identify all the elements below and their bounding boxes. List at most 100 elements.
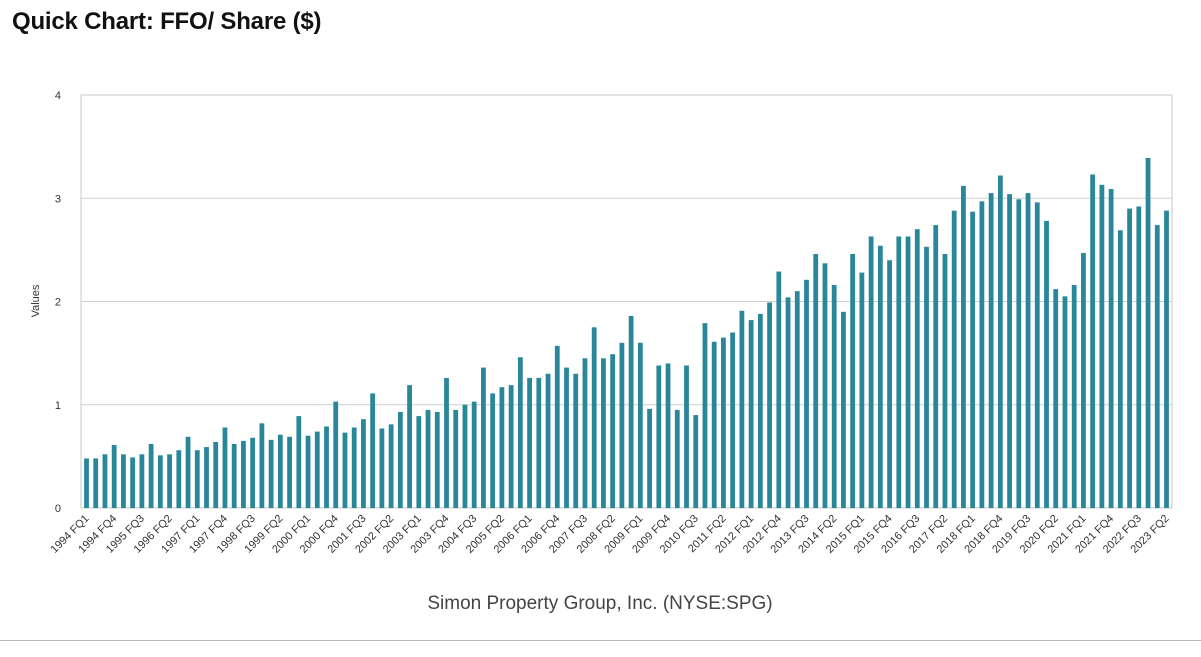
bar[interactable] [628,315,634,508]
bar[interactable] [1127,208,1132,508]
bar[interactable] [554,345,560,508]
bar[interactable] [1062,296,1068,508]
bar[interactable] [130,457,136,508]
bar[interactable] [711,341,717,508]
bar[interactable] [702,323,708,508]
bar[interactable] [877,245,883,508]
bar[interactable] [739,310,745,508]
bar[interactable] [674,409,680,508]
bar[interactable] [305,435,311,508]
bar[interactable] [757,313,763,508]
bar[interactable] [785,297,791,508]
bar[interactable] [481,367,486,508]
bar[interactable] [564,367,569,508]
bar[interactable] [1071,284,1077,508]
bar[interactable] [970,211,976,509]
bar[interactable] [997,175,1003,508]
bar[interactable] [1145,157,1151,509]
bar[interactable] [1108,188,1114,508]
bar[interactable] [951,210,957,508]
bar[interactable] [148,443,154,508]
bar[interactable] [111,445,117,508]
bar[interactable] [822,263,828,508]
bar[interactable] [407,385,412,508]
bar[interactable] [813,254,819,508]
bar[interactable] [517,357,523,508]
bar[interactable] [84,458,89,508]
bar[interactable] [204,447,209,508]
bar[interactable] [850,254,856,508]
bar[interactable] [370,393,376,508]
bar[interactable] [684,365,689,508]
bar[interactable] [361,419,366,508]
bar[interactable] [388,424,394,508]
bar[interactable] [721,337,726,508]
bar[interactable] [637,342,643,508]
bar[interactable] [425,409,431,508]
bar[interactable] [1099,184,1105,508]
bar[interactable] [1081,252,1086,508]
bar[interactable] [804,279,809,508]
bar[interactable] [1025,193,1031,508]
bar[interactable] [619,342,625,508]
bar[interactable] [573,373,579,508]
bar[interactable] [434,411,440,508]
bar[interactable] [527,377,532,508]
bar[interactable] [453,409,459,508]
bar[interactable] [665,363,671,508]
bar[interactable] [176,450,182,508]
bar[interactable] [841,311,846,508]
bar[interactable] [693,415,699,508]
bar[interactable] [194,450,200,508]
bar[interactable] [167,454,172,508]
bar[interactable] [499,387,505,508]
bar[interactable] [536,377,542,508]
bar[interactable] [887,260,892,508]
bar[interactable] [914,229,920,508]
bar[interactable] [1007,194,1012,508]
bar[interactable] [462,404,468,508]
bar[interactable] [102,454,108,508]
bar[interactable] [905,236,911,508]
bar[interactable] [121,454,126,508]
bar[interactable] [287,436,292,508]
bar[interactable] [1136,206,1142,508]
bar[interactable] [93,458,99,508]
bar[interactable] [508,385,514,508]
bar[interactable] [241,440,246,508]
bar[interactable] [185,436,191,508]
bar[interactable] [1016,199,1022,508]
bar[interactable] [296,416,302,508]
bar[interactable] [259,423,265,508]
bar[interactable] [314,431,320,508]
bar[interactable] [582,358,588,508]
bar[interactable] [231,443,237,508]
bar[interactable] [988,193,994,508]
bar[interactable] [1090,174,1096,509]
bar[interactable] [222,427,228,508]
bar[interactable] [591,327,597,508]
bar[interactable] [1044,220,1049,508]
bar[interactable] [601,358,606,508]
bar[interactable] [1117,230,1123,508]
bar[interactable] [471,401,477,508]
bar[interactable] [1053,289,1059,508]
bar[interactable] [213,441,219,508]
bar[interactable] [342,432,348,508]
bar[interactable] [397,411,403,508]
bar[interactable] [444,377,449,508]
bar[interactable] [268,439,274,508]
bar[interactable] [730,332,736,508]
bar[interactable] [351,427,357,508]
bar[interactable] [656,365,662,508]
bar[interactable] [961,185,966,509]
bar[interactable] [416,416,422,508]
bar[interactable] [139,454,145,508]
bar[interactable] [490,393,496,508]
bar[interactable] [767,302,772,508]
bar[interactable] [647,408,652,508]
bar[interactable] [794,291,800,508]
bar[interactable] [748,320,754,508]
bar[interactable] [379,428,385,509]
bar[interactable] [933,225,939,508]
